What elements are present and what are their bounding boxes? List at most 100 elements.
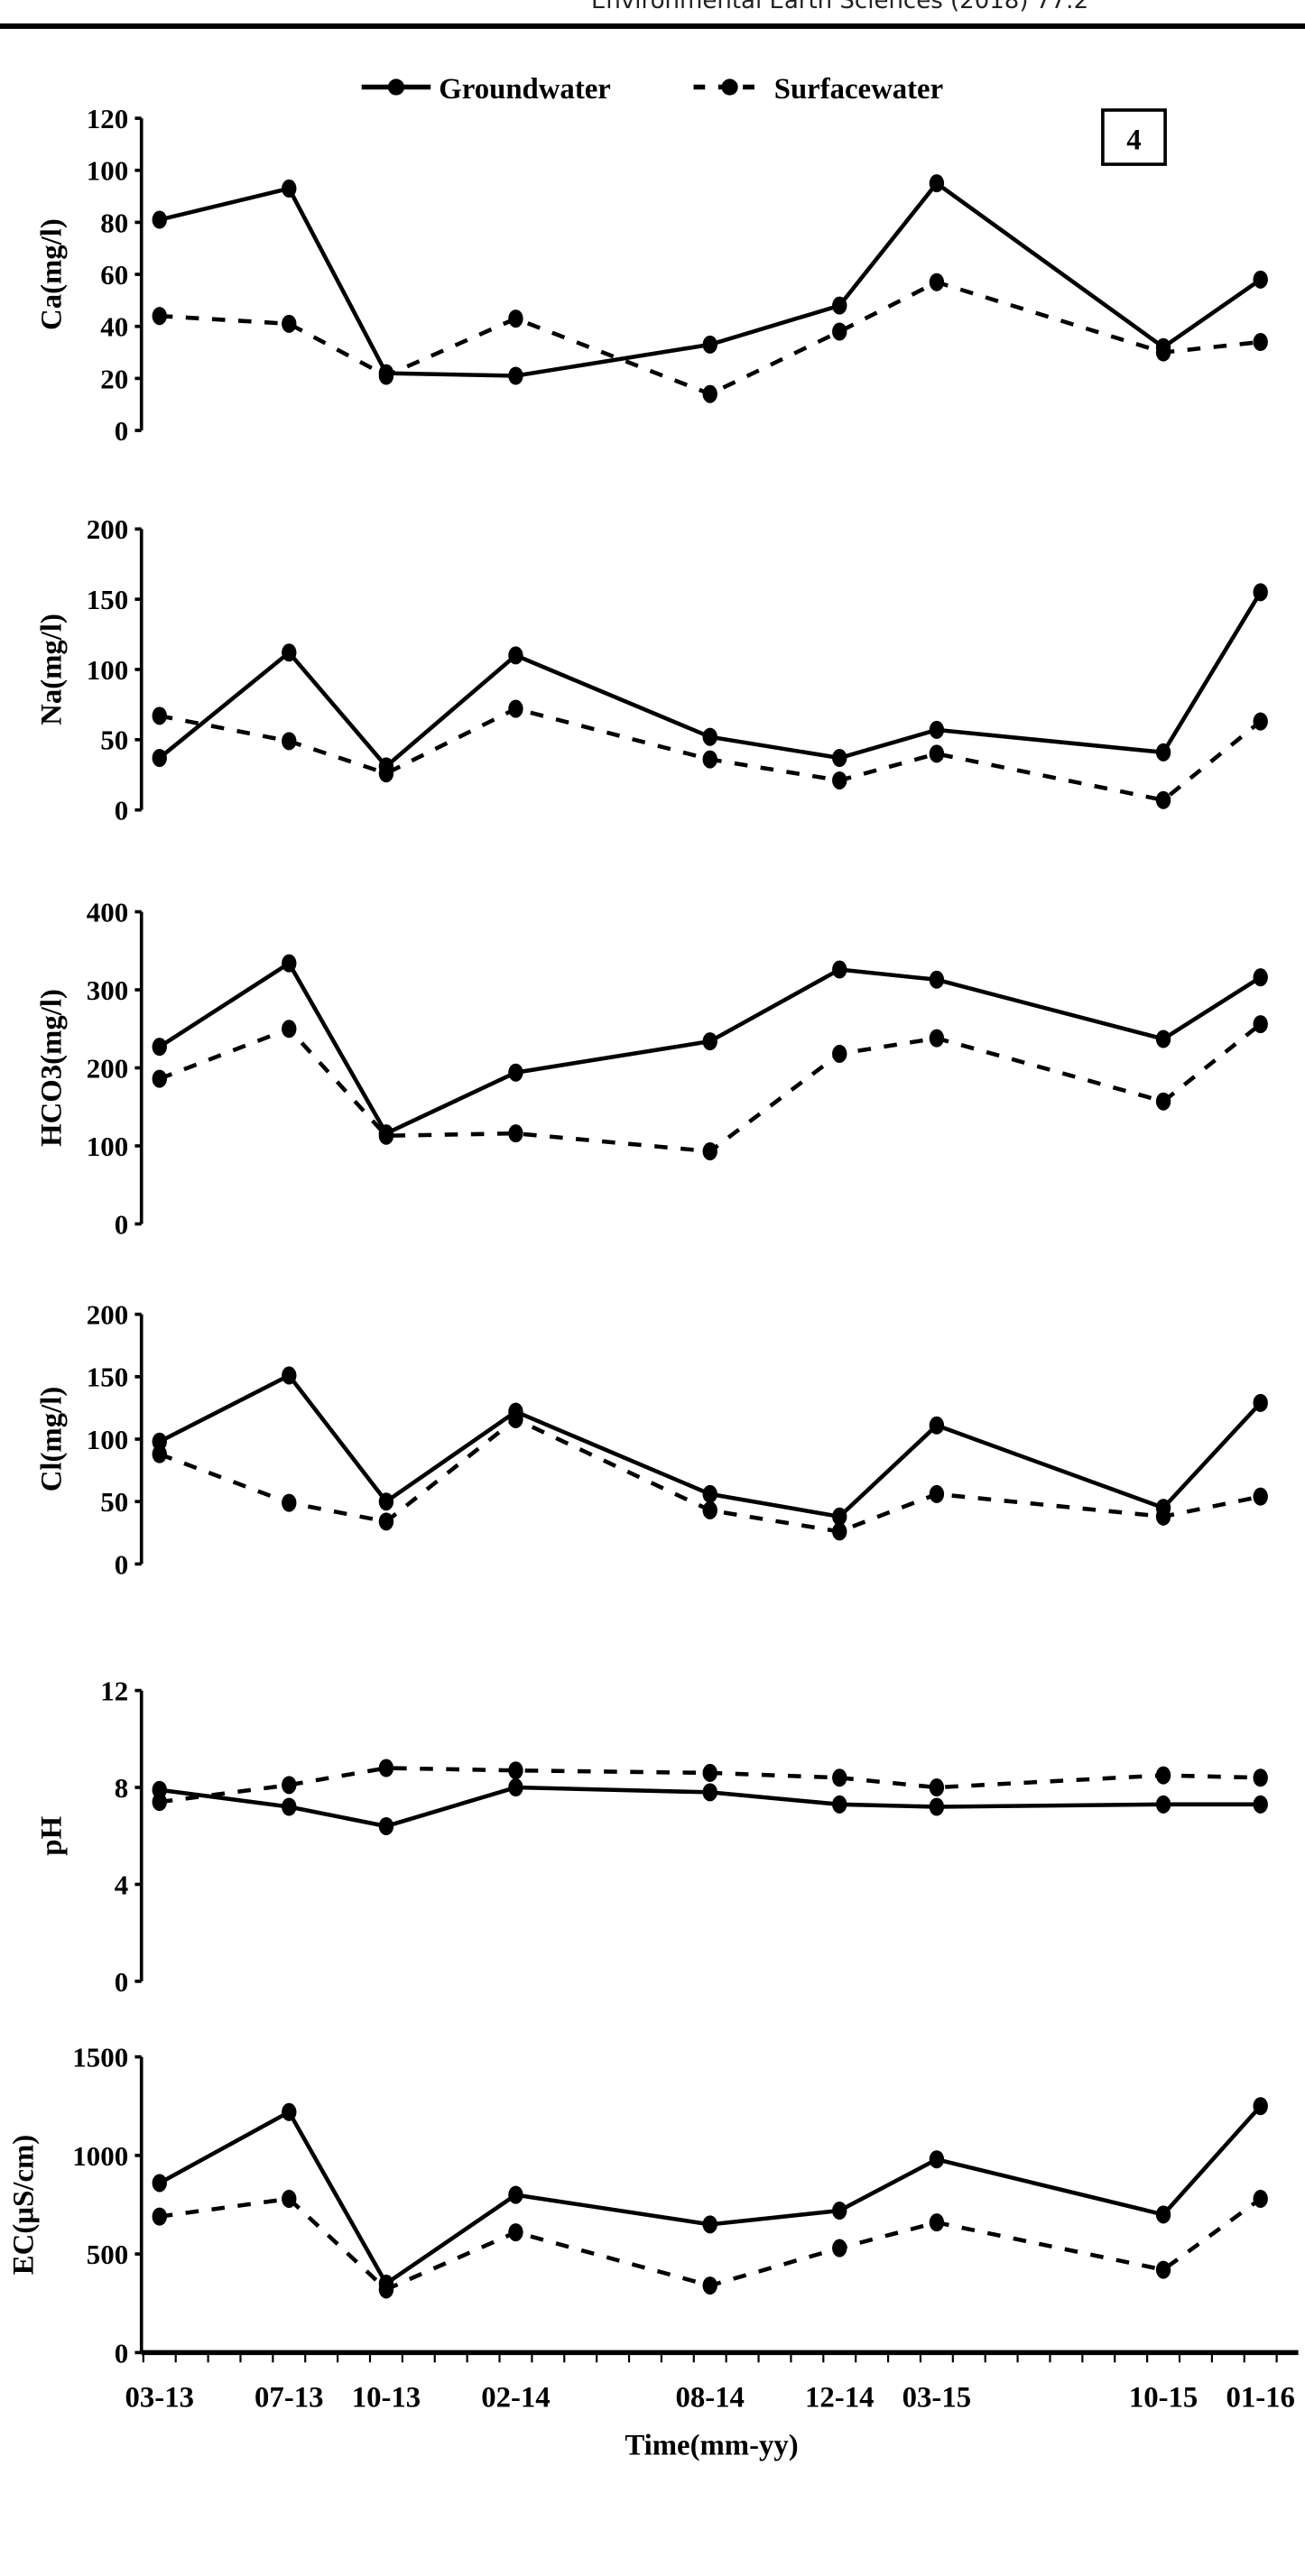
surfacewater-point [929,744,945,763]
surfacewater-point [832,322,847,341]
surfacewater-point [1253,333,1268,352]
surfacewater-point [282,2189,297,2208]
surfacewater-point [1253,2189,1268,2208]
y-tick-label: 50 [100,725,128,756]
groundwater-point [282,1366,297,1385]
surfacewater-point [152,706,167,725]
groundwater-point [702,335,717,354]
groundwater-point [1155,1795,1171,1814]
groundwater-point [508,1778,523,1797]
groundwater-point [832,296,847,315]
y-tick-label: 80 [100,207,128,238]
groundwater-point [1253,2097,1268,2116]
surfacewater-point [152,1445,167,1463]
surfacewater-point [378,1759,394,1777]
figure-label: 4 [1126,125,1141,157]
groundwater-point [1155,1029,1171,1048]
surfacewater-point [832,2239,847,2257]
surfacewater-point [702,2276,717,2295]
y-tick-label: 200 [87,1052,128,1084]
surfacewater-point [1253,1015,1268,1034]
surfacewater-point [929,272,945,291]
groundwater-point [702,2215,717,2234]
y-tick-label: 4 [115,1869,128,1900]
surfacewater-line [159,2196,1263,2293]
groundwater-point [1253,1795,1268,1814]
groundwater-point [508,2185,523,2204]
y-tick-label: 60 [100,259,128,291]
y-axis-label: Na(mg/l) [36,614,69,725]
page-header: Environmental Earth Sciences (2018) 77:2 [0,0,1305,29]
y-tick-label: 1500 [72,2042,128,2073]
surfacewater-point [1155,1507,1171,1526]
groundwater-point [929,1416,945,1435]
groundwater-point [1253,1393,1268,1412]
y-axis-label: EC(µS/cm) [8,2135,41,2275]
groundwater-point [1253,583,1268,602]
legend-groundwater-marker [387,78,405,96]
y-tick-label: 12 [100,1676,128,1707]
surfacewater-point [702,750,717,769]
surfacewater-point [1155,343,1171,362]
groundwater-point [282,954,297,973]
y-tick-label: 150 [87,584,128,615]
surfacewater-point [832,1044,847,1063]
legend-surfacewater-marker [721,78,738,96]
y-tick-label: 300 [87,974,128,1006]
groundwater-point [152,749,167,768]
y-tick-label: 0 [115,415,128,447]
surfacewater-point [832,1522,847,1541]
surfacewater-point [1155,1766,1171,1785]
groundwater-point [508,1063,523,1082]
surfacewater-point [702,384,717,403]
groundwater-point [282,1797,297,1816]
surfacewater-point [929,1484,945,1503]
y-axis-label: Ca(mg/l) [36,218,69,330]
groundwater-point [929,970,945,989]
groundwater-point [508,366,523,385]
groundwater-point [832,1507,847,1526]
groundwater-point [152,210,167,229]
x-tick-label: 12-14 [805,2381,874,2414]
groundwater-point [378,1816,394,1836]
surfacewater-point [378,764,394,783]
surfacewater-point [702,1142,717,1161]
groundwater-point [152,1432,167,1451]
surfacewater-point [508,1124,523,1143]
surfacewater-point [832,1768,847,1787]
y-axis-label: HCO3(mg/l) [36,989,69,1147]
groundwater-point [1155,2205,1171,2224]
y-axis-label: Cl(mg/l) [36,1387,69,1491]
y-tick-label: 0 [115,1548,128,1580]
surfacewater-point [152,1793,167,1812]
surfacewater-point [282,1776,297,1795]
y-tick-label: 0 [115,1966,128,1998]
surfacewater-point [929,1029,945,1048]
surfacewater-point [508,699,523,718]
groundwater-point [1253,270,1268,289]
y-tick-label: 150 [87,1362,128,1393]
surfacewater-point [702,1500,717,1519]
header-rule [0,23,1305,29]
x-tick-label: 10-13 [352,2381,421,2414]
y-tick-label: 100 [87,1424,128,1455]
groundwater-point [282,179,297,198]
groundwater-point [929,2150,945,2169]
x-tick-label: 03-15 [902,2381,971,2414]
groundwater-point [702,1032,717,1051]
surfacewater-point [508,1409,523,1428]
x-tick-label: 08-14 [676,2381,745,2414]
y-tick-label: 0 [115,1208,128,1240]
groundwater-point [152,2174,167,2193]
surfacewater-point [1253,712,1268,731]
surfacewater-point [832,771,847,789]
surfacewater-point [929,2213,945,2232]
groundwater-point [282,2102,297,2121]
surfacewater-point [378,1512,394,1531]
surfacewater-point [378,2280,394,2299]
groundwater-point [152,1038,167,1057]
y-tick-label: 8 [115,1772,128,1804]
surfacewater-point [508,2223,523,2242]
y-tick-label: 100 [87,654,128,686]
